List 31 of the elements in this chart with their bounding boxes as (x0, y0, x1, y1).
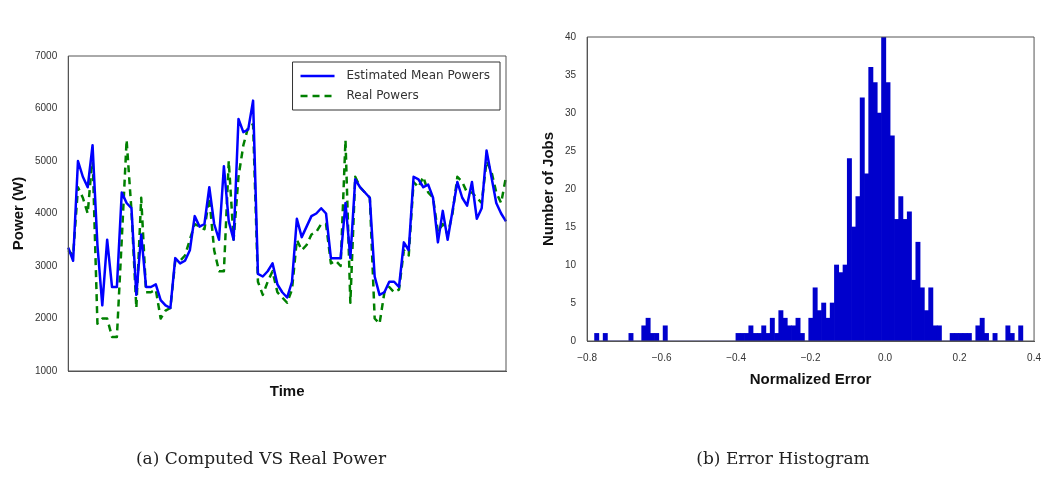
y-tick-label: 7000 (35, 49, 58, 61)
x-tick-label: 0.4 (1027, 351, 1042, 363)
y-tick-label: 6000 (35, 102, 58, 114)
y-tick-label: 35 (565, 68, 577, 80)
legend-label: Estimated Mean Powers (346, 68, 491, 83)
y-tick-label: 15 (565, 220, 577, 232)
y-tick-label: 0 (570, 334, 577, 346)
x-tick-label: 0.2 (952, 351, 967, 363)
y-tick-label: 20 (565, 182, 577, 194)
y-tick-label: 30 (565, 106, 577, 118)
y-tick-label: 25 (565, 144, 577, 156)
x-axis-title: Normalized Error (749, 370, 872, 388)
x-tick-label: −0.4 (726, 351, 747, 363)
y-axis-title: Power (W) (9, 176, 27, 251)
y-tick-label: 2000 (35, 312, 58, 324)
x-axis-title: Time (269, 382, 305, 400)
y-tick-label: 10 (565, 258, 577, 270)
x-tick-label: −0.6 (651, 351, 672, 363)
y-tick-label: 5 (570, 296, 577, 308)
y-tick-label: 4000 (35, 207, 58, 219)
x-tick-label: −0.8 (577, 351, 598, 363)
y-tick-label: 40 (565, 30, 577, 42)
text: (a) Computed VS Real Power (134, 448, 388, 468)
y-tick-label: 1000 (35, 364, 58, 376)
y-tick-label: 3000 (35, 259, 58, 271)
legend-label: Real Powers (346, 88, 419, 103)
y-axis-title: Number of Jobs (539, 131, 557, 247)
text: (b) Error Histogram (695, 448, 871, 468)
x-tick-label: 0.0 (878, 351, 893, 363)
x-tick-label: −0.2 (800, 351, 821, 363)
y-tick-label: 5000 (35, 154, 58, 166)
